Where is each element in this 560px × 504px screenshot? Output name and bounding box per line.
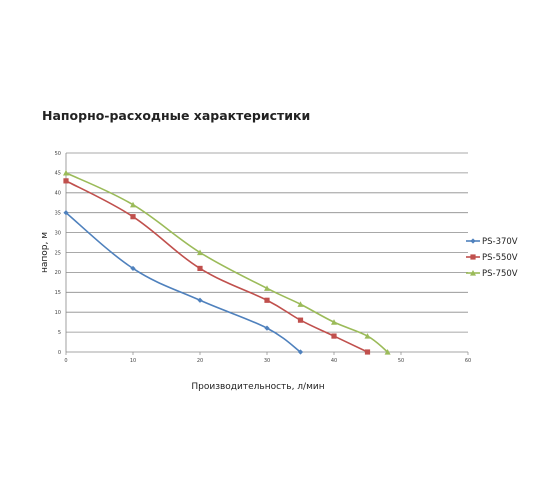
y-tick-label: 35 — [55, 211, 61, 217]
y-tick-label: 15 — [55, 290, 61, 296]
x-tick-label: 50 — [398, 358, 404, 364]
x-tick-label: 30 — [264, 358, 270, 364]
data-point — [364, 349, 371, 355]
data-point — [297, 349, 304, 355]
x-tick-label: 10 — [130, 358, 136, 364]
y-tick-label: 50 — [55, 151, 61, 157]
data-point — [297, 301, 304, 307]
data-point — [331, 319, 337, 325]
y-tick-label: 45 — [55, 171, 61, 177]
data-point — [197, 265, 203, 272]
x-tick-label: 0 — [64, 358, 67, 364]
data-point — [264, 325, 270, 331]
legend-item-ps-550v: PS-550V — [466, 253, 518, 263]
series-line — [65, 180, 368, 353]
data-point — [130, 265, 136, 272]
x-tick-labels: 0 10 20 30 40 50 60 — [64, 358, 471, 364]
y-tick-label: 5 — [58, 330, 61, 336]
data-point — [130, 214, 136, 220]
legend-label: PS-370V — [482, 237, 518, 247]
y-axis-label: напор, м — [40, 232, 50, 273]
series-line — [65, 172, 389, 353]
legend-label: PS-750V — [482, 269, 518, 279]
x-tick-label: 20 — [197, 358, 203, 364]
data-point — [63, 169, 69, 176]
y-tick-label: 25 — [55, 250, 61, 256]
data-point — [331, 333, 337, 339]
series-lines — [63, 169, 391, 355]
series-ps-370v — [63, 210, 304, 355]
data-point — [130, 201, 136, 208]
data-point — [470, 270, 476, 276]
legend-item-ps-370v: PS-370V — [466, 237, 518, 247]
chart-title: Напорно-расходные характеристики — [42, 108, 311, 123]
data-point — [470, 238, 476, 244]
data-point — [197, 249, 203, 256]
data-point — [63, 178, 69, 184]
data-point — [384, 349, 391, 355]
data-point — [264, 285, 270, 291]
data-point — [470, 254, 476, 260]
data-point — [197, 297, 203, 303]
data-point — [364, 333, 371, 339]
series-line — [65, 212, 301, 353]
grid-lines — [65, 152, 469, 355]
x-tick-label: 40 — [331, 358, 337, 364]
legend-label: PS-550V — [482, 253, 518, 263]
series-ps-750v — [63, 169, 391, 355]
y-tick-labels: 0 5 10 15 20 25 30 35 40 45 50 — [55, 151, 61, 356]
y-tick-label: 30 — [55, 230, 61, 236]
y-tick-label: 20 — [55, 270, 61, 276]
series-ps-550v — [63, 178, 371, 355]
x-axis-label: Производительность, л/мин — [191, 382, 324, 392]
y-tick-label: 10 — [55, 310, 61, 316]
data-point — [63, 210, 69, 216]
y-tick-label: 0 — [58, 350, 61, 356]
legend-item-ps-750v: PS-750V — [466, 269, 518, 279]
x-tick-label: 60 — [465, 358, 471, 364]
legend: PS-370V PS-550V PS-750V — [466, 237, 518, 279]
data-point — [297, 317, 304, 323]
y-tick-label: 40 — [55, 191, 61, 197]
data-point — [264, 297, 270, 303]
